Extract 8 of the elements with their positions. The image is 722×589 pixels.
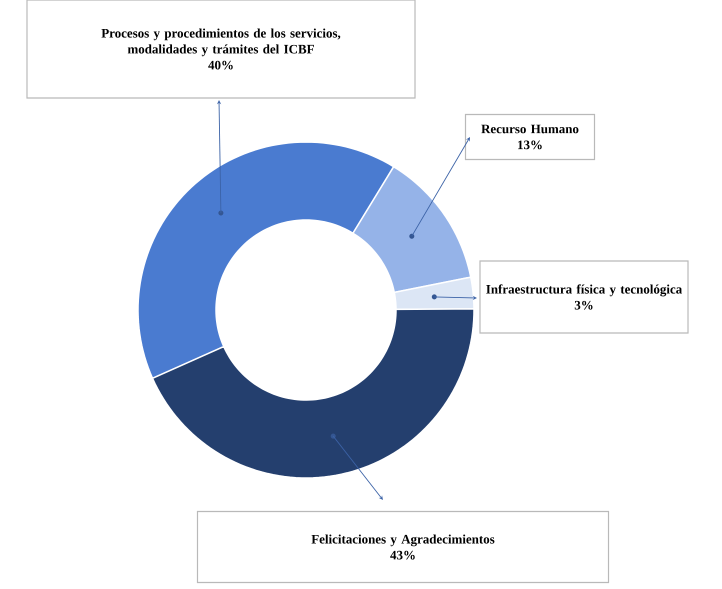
data-label: 43%	[390, 550, 415, 560]
data-label: 3%	[574, 300, 592, 310]
slice-label: Procesos y procedimientos de los servicios, modalidades y trámites del ICBF	[101, 28, 340, 56]
data-label: 13%	[518, 140, 542, 150]
slice-label: Recurso Humano	[481, 124, 578, 134]
slice-label: Felicitaciones y Agradecimientos	[312, 534, 494, 546]
slice-label: Infraestructura física y tecnológica	[486, 284, 682, 296]
data-label: 40%	[208, 60, 233, 70]
